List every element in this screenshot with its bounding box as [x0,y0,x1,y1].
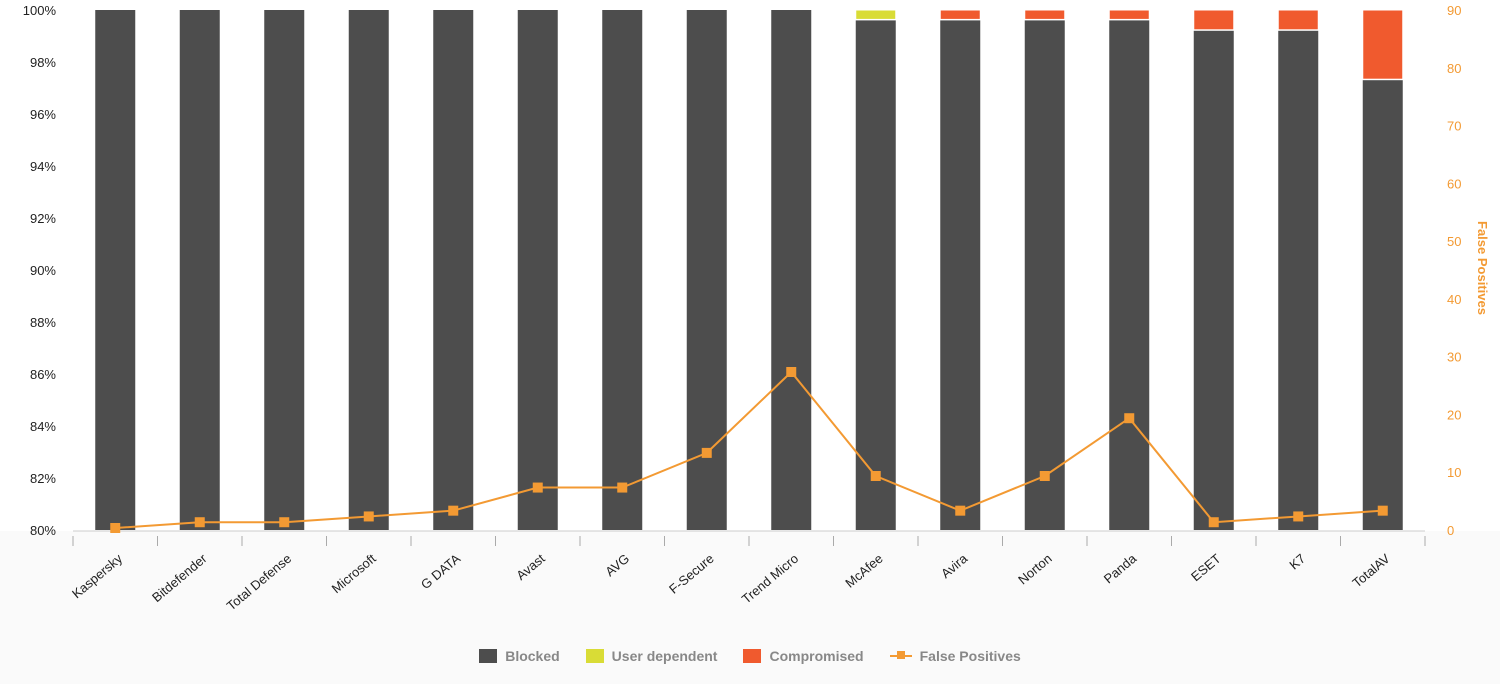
false-positives-marker [701,447,712,458]
bar-blocked [348,10,389,530]
x-tick-label: Avira [938,550,971,581]
y2-tick-label: 10 [1447,465,1461,480]
x-tick-label: TotalAV [1349,551,1392,591]
y-tick-label: 98% [30,55,56,70]
y-tick-label: 84% [30,419,56,434]
x-tick-label: F-Secure [666,551,717,597]
y-tick-label: 96% [30,107,56,122]
x-tick-label: Microsoft [329,551,379,597]
legend: Blocked User dependent Compromised False Po… [0,648,1500,664]
legend-item[interactable]: False Positives [889,648,1021,664]
y2-tick-label: 0 [1447,523,1454,538]
false-positives-marker [1039,471,1050,481]
x-tick-label: Panda [1101,550,1140,586]
bar-blocked [433,10,474,530]
x-tick-label: G DATA [418,551,463,593]
x-tick-label: K7 [1286,551,1308,573]
false-positives-marker [194,517,205,528]
y2-axis-label: False Positives [1475,221,1490,315]
legend-swatch [743,649,762,663]
bar-blocked [179,10,220,530]
y2-tick-label: 40 [1447,292,1461,307]
bar-blocked [517,10,558,530]
false-positives-marker [1208,517,1219,528]
y-tick-label: 80% [30,523,56,538]
false-positives-marker [786,367,797,377]
false-positives-line [115,370,1383,529]
bar-compromised [1277,9,1319,31]
x-tick-label: Trend Micro [739,551,801,607]
false-positives-marker [1124,413,1135,424]
y-tick-label: 100% [23,3,57,18]
bar-blocked [1024,20,1065,531]
y2-tick-label: 20 [1447,407,1461,422]
chart-svg: 80% 82% 84% 86% 88% 90% 92% 94% 96% 98% 100% 0 10 20 3… [23,3,1490,614]
y-tick-label: 90% [30,263,56,278]
bar-blocked [264,10,305,530]
bar-compromised [939,9,981,20]
x-tick-label: AVG [602,551,632,580]
legend-item[interactable]: Compromised [743,648,864,664]
bar-compromised [1362,9,1404,80]
y-tick-label: 82% [30,471,56,486]
y2-tick-label: 30 [1447,350,1461,365]
x-tick-label: Norton [1015,551,1055,588]
bar-blocked [1278,30,1319,531]
x-tick-label: Bitdefender [149,550,210,605]
false-positives-marker [617,482,628,493]
x-tick-label: ESET [1188,551,1224,584]
y-tick-label: 88% [30,315,56,330]
bar-blocked [602,10,643,530]
y-tick-label: 94% [30,159,56,174]
plot-area [0,0,1500,531]
y2-tick-label: 90 [1447,3,1461,18]
bar-blocked [940,20,981,531]
false-positives-marker [279,517,290,528]
false-positives-marker [955,505,966,516]
x-tick-label: Avast [513,551,548,583]
legend-line-marker-icon [889,651,912,659]
x-tick-label: Total Defense [224,551,295,614]
legend-label: Blocked [505,648,560,664]
false-positives-marker [363,511,374,522]
legend-label: False Positives [919,648,1021,664]
false-positives-marker [110,523,121,533]
bar-blocked [95,10,136,530]
y2-tick-label: 60 [1447,176,1461,191]
bar-compromised [1024,9,1066,20]
bar-blocked [1109,20,1150,531]
legend-label: Compromised [769,648,864,664]
legend-swatch [479,649,498,663]
bar-compromised [1193,9,1235,31]
bar-blocked [686,10,727,530]
false-positives-marker [870,471,881,481]
x-tick-label: Kaspersky [69,550,126,601]
false-positives-marker [1293,511,1304,522]
legend-swatch [585,649,604,663]
false-positives-marker [448,505,459,516]
bar-blocked [1193,30,1234,531]
bar-compromised [1108,9,1150,20]
false-positives-marker [532,482,543,493]
y-tick-label: 86% [30,367,56,382]
bar-blocked [1362,80,1403,530]
bar-user-dependent [855,9,897,20]
y2-tick-label: 50 [1447,234,1461,249]
bar-blocked [771,10,812,530]
y-tick-label: 92% [30,211,56,226]
legend-label: User dependent [611,648,718,664]
y2-tick-label: 80 [1447,61,1461,76]
bar-blocked [855,20,896,531]
legend-item[interactable]: Blocked [479,648,560,664]
y2-tick-label: 70 [1447,119,1461,134]
false-positives-marker [1377,505,1388,516]
legend-item[interactable]: User dependent [585,648,718,664]
x-tick-label: McAfee [842,551,885,591]
